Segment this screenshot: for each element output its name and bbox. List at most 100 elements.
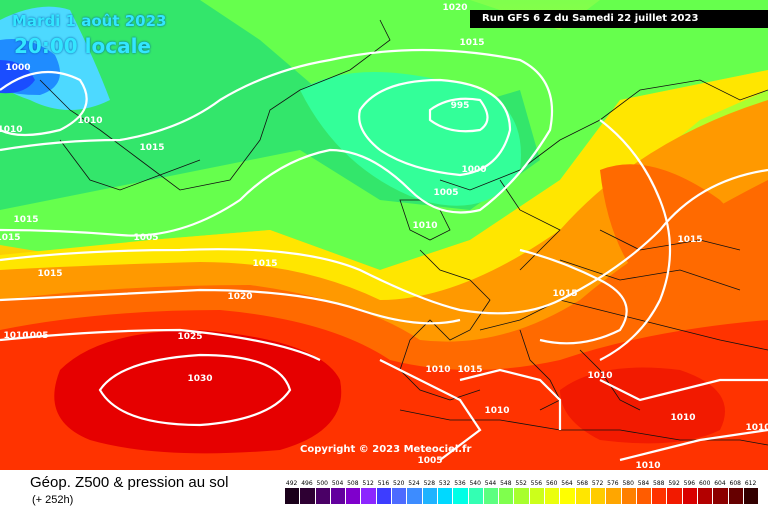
legend-value: 576 xyxy=(607,480,619,487)
isobar-label: 1015 xyxy=(252,259,277,269)
legend-value: 592 xyxy=(668,480,680,487)
isobar-label: 1015 xyxy=(677,235,702,245)
legend-color-block xyxy=(467,488,483,504)
legend-value: 540 xyxy=(469,480,481,487)
isobar-label: 1015 xyxy=(552,289,577,299)
legend-value: 572 xyxy=(591,480,604,487)
legend-swatch: 492 xyxy=(284,480,300,504)
legend-color-block xyxy=(559,488,575,504)
legend-value: 500 xyxy=(316,480,328,487)
weather-map: 1020 1015 1000 1010 1010 995 1015 1000 1… xyxy=(0,0,768,470)
isobar-label: 1020 xyxy=(227,292,252,302)
legend-swatch: 612 xyxy=(742,480,759,504)
legend-swatch: 500 xyxy=(314,480,330,504)
valid-date: Mardi 1 août 2023 xyxy=(12,12,167,30)
legend-swatch: 524 xyxy=(406,480,422,504)
copyright-text: Copyright © 2023 Meteociel.fr xyxy=(300,444,472,455)
legend-swatch: 568 xyxy=(574,480,590,504)
legend-color-block xyxy=(299,488,315,504)
legend-value: 580 xyxy=(622,480,634,487)
legend-color-block xyxy=(345,488,361,504)
legend-color-block xyxy=(513,488,529,504)
legend-value: 524 xyxy=(408,480,420,487)
legend-value: 568 xyxy=(576,480,589,487)
legend-swatch: 604 xyxy=(712,480,728,504)
legend-value: 516 xyxy=(377,480,390,487)
legend-value: 552 xyxy=(515,480,527,487)
legend-color-block xyxy=(482,488,499,504)
legend-swatch: 588 xyxy=(651,480,667,504)
isobar-label: 1020 xyxy=(442,3,467,13)
legend-swatch: 548 xyxy=(498,480,514,504)
legend-swatch: 552 xyxy=(513,480,529,504)
legend-color-block xyxy=(712,488,728,504)
isobar-label: 995 xyxy=(451,101,470,111)
legend-color-block xyxy=(544,488,560,504)
isobar-label: 1015 xyxy=(459,38,484,48)
legend-color-block xyxy=(620,488,636,504)
model-run-label: Run GFS 6 Z du Samedi 22 juillet 2023 xyxy=(470,10,768,28)
legend-color-block xyxy=(681,488,698,504)
isobar-label: 1015 xyxy=(457,365,482,375)
legend-swatch: 600 xyxy=(697,480,713,504)
legend-value: 608 xyxy=(729,480,741,487)
isobar-label: 1010 xyxy=(77,116,102,126)
legend-swatch: 516 xyxy=(375,480,392,504)
legend-value: 560 xyxy=(545,480,558,487)
isobar-label: 1010 xyxy=(484,406,509,416)
legend-swatch: 528 xyxy=(421,480,437,504)
isobar-label: 1015 xyxy=(0,233,21,243)
isobar-label: 1005 xyxy=(133,233,158,243)
legend-value: 532 xyxy=(438,480,451,487)
legend-swatch: 564 xyxy=(559,480,575,504)
legend-swatch: 512 xyxy=(360,480,376,504)
legend-swatch: 540 xyxy=(467,480,483,504)
legend-value: 604 xyxy=(714,480,726,487)
product-title: Géop. Z500 & pression au sol xyxy=(30,474,229,491)
isobar-labels: 1020 1015 1000 1010 1010 995 1015 1000 1… xyxy=(0,3,768,470)
legend-color-block xyxy=(284,488,300,504)
isobar-label: 1005 xyxy=(417,456,442,466)
legend-swatch: 572 xyxy=(589,480,606,504)
isobar-label: 1010 xyxy=(425,365,450,375)
legend-value: 536 xyxy=(454,480,466,487)
legend-swatch: 532 xyxy=(436,480,453,504)
legend-value: 492 xyxy=(285,480,298,487)
legend-color-block xyxy=(406,488,422,504)
legend-value: 556 xyxy=(530,480,543,487)
legend-swatch: 608 xyxy=(727,480,743,504)
isobar-label: 1010 xyxy=(0,125,23,135)
legend-color-block xyxy=(329,488,346,504)
forecast-lead-time: (+ 252h) xyxy=(32,494,74,506)
isobar-label: 1015 xyxy=(139,143,164,153)
isobar-label: 1010 xyxy=(635,461,660,470)
isobar-label: 1010 xyxy=(587,371,612,381)
legend-value: 544 xyxy=(484,480,497,487)
isobar-label: 1005 xyxy=(23,331,48,341)
legend-swatch: 536 xyxy=(452,480,468,504)
legend-color-block xyxy=(314,488,330,504)
isobar-label: 1030 xyxy=(187,374,212,384)
legend-value: 548 xyxy=(500,480,512,487)
legend-value: 528 xyxy=(423,480,436,487)
geopotential-fields xyxy=(0,0,768,470)
isobar-label: 1025 xyxy=(177,332,202,342)
isobar-label: 1000 xyxy=(5,63,30,73)
legend-value: 596 xyxy=(683,480,696,487)
legend-swatch: 580 xyxy=(620,480,636,504)
legend-value: 508 xyxy=(347,480,359,487)
legend-swatch: 520 xyxy=(391,480,407,504)
isobar-label: 1015 xyxy=(13,215,38,225)
legend-swatch: 584 xyxy=(635,480,652,504)
legend-color-block xyxy=(605,488,621,504)
legend-color-block xyxy=(742,488,759,504)
isobars xyxy=(0,48,768,462)
legend-value: 600 xyxy=(698,480,711,487)
isobar-label: 1010 xyxy=(3,331,28,341)
footer-bar: Géop. Z500 & pression au sol (+ 252h) 49… xyxy=(0,470,768,512)
legend-color-block xyxy=(635,488,652,504)
legend-color-block xyxy=(436,488,453,504)
legend-value: 496 xyxy=(301,480,313,487)
legend-swatch: 496 xyxy=(299,480,315,504)
